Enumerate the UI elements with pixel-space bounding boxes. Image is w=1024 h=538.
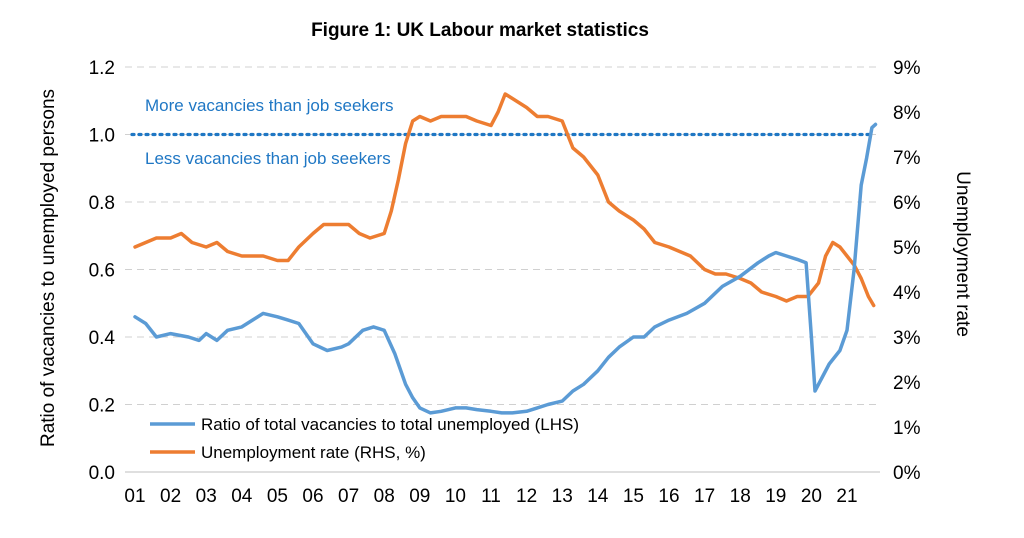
x-tick-label: 01: [124, 486, 145, 507]
x-tick-label: 08: [374, 486, 395, 507]
x-tick-label: 17: [694, 486, 715, 507]
left-tick-label: 0.2: [89, 396, 115, 417]
annotation-above: More vacancies than job seekers: [145, 96, 394, 115]
x-tick-label: 05: [267, 486, 288, 507]
right-axis-title: Unemployment rate: [952, 171, 973, 337]
x-axis-ticks: 01 02 03 04 05 06 07 08 09 10 11 12 13 14 15 16 17 18 19 20…: [124, 486, 857, 507]
x-tick-label: 15: [623, 486, 644, 507]
right-tick-label: 2%: [893, 373, 921, 394]
x-tick-label: 06: [302, 486, 323, 507]
series-line-unemployment-rate: [133, 92, 876, 308]
gridlines: [125, 66, 880, 405]
annotation-below: Less vacancies than job seekers: [145, 149, 391, 168]
x-tick-label: 14: [587, 486, 609, 507]
x-tick-label: 13: [552, 486, 573, 507]
legend: Ratio of total vacancies to total unempl…: [150, 415, 579, 462]
right-tick-label: 6%: [893, 193, 921, 214]
series-line-vacancy-ratio: [133, 122, 878, 415]
right-axis-ticks: 0% 1% 2% 3% 4% 5% 6% 7% 8% 9%: [893, 58, 921, 484]
left-axis-title: Ratio of vacancies to unemployed persons: [38, 89, 59, 447]
x-tick-label: 16: [658, 486, 679, 507]
x-tick-label: 07: [338, 486, 359, 507]
left-tick-label: 0.4: [89, 328, 116, 349]
left-tick-label: 0.0: [89, 463, 115, 484]
right-tick-label: 0%: [893, 463, 921, 484]
left-tick-label: 1.0: [89, 126, 115, 147]
right-tick-label: 7%: [893, 148, 921, 169]
x-tick-label: 18: [730, 486, 751, 507]
x-tick-label: 21: [836, 486, 857, 507]
series-lines: [133, 92, 878, 415]
right-tick-label: 3%: [893, 328, 921, 349]
left-tick-label: 1.2: [89, 58, 115, 79]
x-tick-label: 11: [481, 486, 501, 507]
right-tick-label: 8%: [893, 103, 921, 124]
right-tick-label: 9%: [893, 58, 921, 79]
left-tick-label: 0.8: [89, 193, 115, 214]
legend-label-unemployment: Unemployment rate (RHS, %): [201, 443, 426, 462]
legend-label-ratio: Ratio of total vacancies to total unempl…: [201, 415, 579, 434]
x-tick-label: 12: [516, 486, 537, 507]
left-tick-label: 0.6: [89, 261, 115, 282]
x-tick-label: 19: [765, 486, 786, 507]
x-tick-label: 04: [231, 486, 253, 507]
chart-title: Figure 1: UK Labour market statistics: [311, 20, 649, 41]
right-tick-label: 4%: [893, 283, 921, 304]
right-tick-label: 5%: [893, 238, 921, 259]
left-axis-ticks: 0.0 0.2 0.4 0.6 0.8 1.0 1.2: [89, 58, 116, 484]
right-tick-label: 1%: [893, 418, 921, 439]
x-tick-label: 20: [801, 486, 822, 507]
x-tick-label: 10: [445, 486, 466, 507]
x-tick-label: 02: [160, 486, 181, 507]
x-tick-label: 09: [409, 486, 430, 507]
x-tick-label: 03: [196, 486, 217, 507]
